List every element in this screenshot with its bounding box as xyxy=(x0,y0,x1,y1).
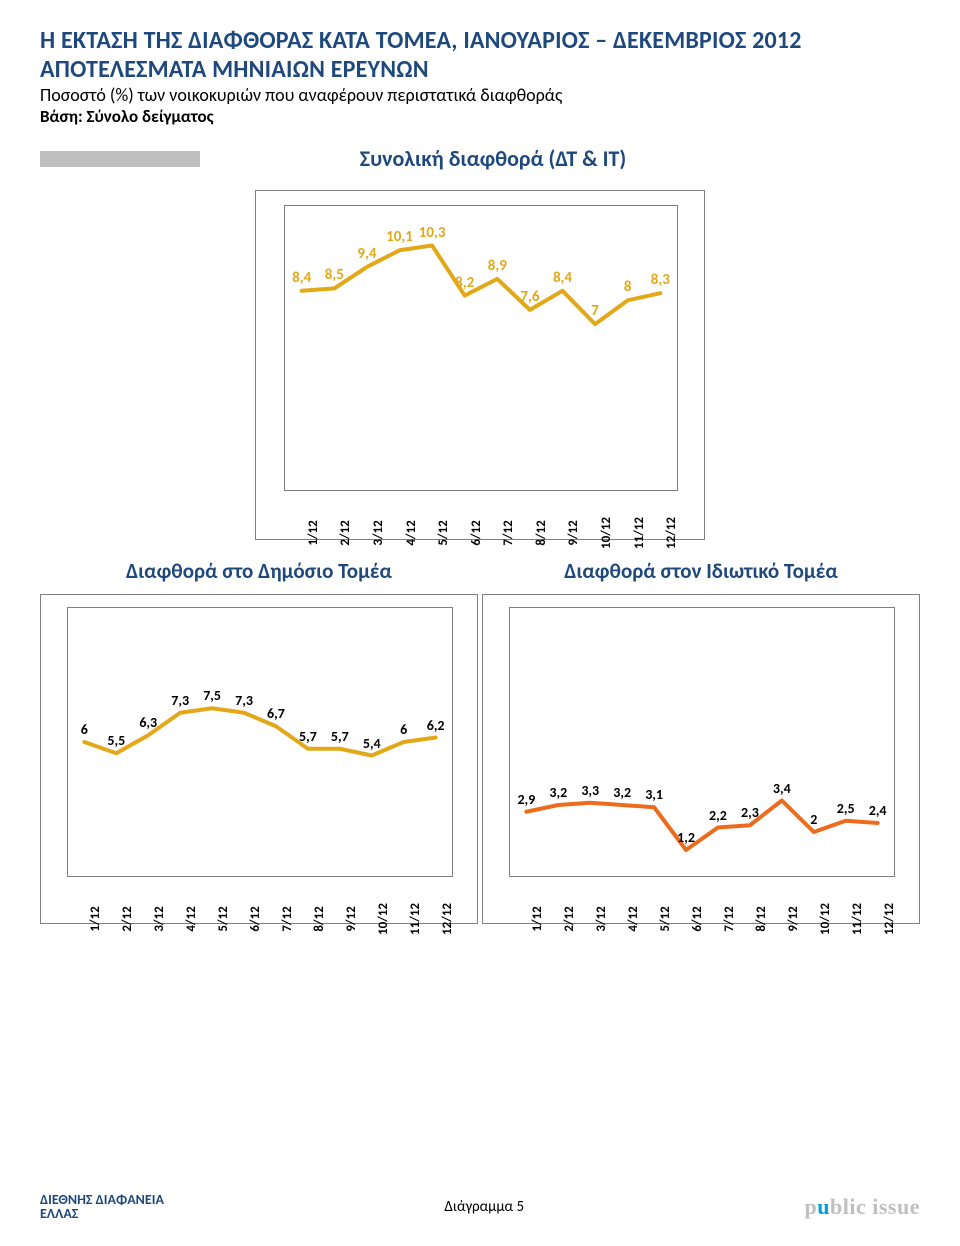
x-tick-label: 12/12 xyxy=(440,903,455,935)
data-label: 8,3 xyxy=(651,271,670,289)
figure-caption: Διάγραμμα 5 xyxy=(444,1198,524,1216)
x-tick-label: 9/12 xyxy=(566,520,581,545)
x-tick-label: 12/12 xyxy=(882,903,897,935)
footer: ΔΙΕΘΝΗΣ ΔΙΑΦΑΝΕΙΑ ΕΛΛΑΣ Διάγραμμα 5 publ… xyxy=(0,1193,960,1222)
data-label: 10,3 xyxy=(419,224,446,242)
x-tick-label: 4/12 xyxy=(184,906,199,931)
x-tick-label: 5/12 xyxy=(216,906,231,931)
data-label: 5,7 xyxy=(331,728,349,745)
x-tick-label: 11/12 xyxy=(408,903,423,935)
data-label: 3,3 xyxy=(581,782,599,799)
data-label: 5,7 xyxy=(299,728,317,745)
x-tick-label: 2/12 xyxy=(120,906,135,931)
data-label: 5,4 xyxy=(363,735,381,752)
x-tick-label: 8/12 xyxy=(312,906,327,931)
chart-right: 2,93,23,33,23,11,22,22,33,422,52,41/122/… xyxy=(482,594,920,924)
data-label: 1,2 xyxy=(677,829,695,846)
logo-transparency: ΔΙΕΘΝΗΣ ΔΙΑΦΑΝΕΙΑ ΕΛΛΑΣ xyxy=(40,1193,164,1222)
data-label: 8,5 xyxy=(325,266,344,284)
data-label: 7,3 xyxy=(235,692,253,709)
chart-top-title: Συνολική διαφθορά (ΔΤ & ΙΤ) xyxy=(226,145,760,172)
x-tick-label: 11/12 xyxy=(850,903,865,935)
decorative-bar xyxy=(40,151,200,167)
data-label: 8,9 xyxy=(488,257,507,275)
title-line-2: ΑΠΟΤΕΛΕΣΜΑΤΑ ΜΗΝΙΑΙΩΝ ΕΡΕΥΝΩΝ xyxy=(40,55,920,84)
data-label: 10,1 xyxy=(386,228,413,246)
x-tick-label: 7/12 xyxy=(501,520,516,545)
x-tick-label: 10/12 xyxy=(599,517,614,549)
title-line-4: Βάση: Σύνολο δείγματος xyxy=(40,106,920,127)
data-label: 8 xyxy=(624,278,632,296)
x-tick-label: 1/12 xyxy=(88,906,103,931)
data-label: 7 xyxy=(591,302,599,320)
data-label: 6,2 xyxy=(427,717,445,734)
x-tick-label: 3/12 xyxy=(594,906,609,931)
data-label: 5,5 xyxy=(107,732,125,749)
x-tick-label: 8/12 xyxy=(534,520,549,545)
x-tick-label: 3/12 xyxy=(152,906,167,931)
data-label: 2,4 xyxy=(869,802,887,819)
data-label: 6 xyxy=(400,721,407,738)
data-label: 8,2 xyxy=(455,274,474,292)
x-tick-label: 10/12 xyxy=(376,903,391,935)
title-line-1: Η ΕΚΤΑΣΗ ΤΗΣ ΔΙΑΦΘΟΡΑΣ ΚΑΤΑ ΤΟΜΕΑ, ΙΑΝΟΥ… xyxy=(40,26,920,55)
chart-top: 8,48,59,410,110,38,28,97,68,4788,31/122/… xyxy=(255,190,705,540)
data-label: 2,5 xyxy=(837,800,855,817)
data-label: 3,2 xyxy=(549,784,567,801)
data-label: 2,2 xyxy=(709,807,727,824)
data-label: 8,4 xyxy=(553,269,572,287)
data-label: 7,6 xyxy=(520,288,539,306)
x-tick-label: 6/12 xyxy=(690,906,705,931)
chart-left-title: Διαφθορά στο Δημόσιο Τομέα xyxy=(40,558,478,584)
x-tick-label: 5/12 xyxy=(658,906,673,931)
logo-public-issue: public issue xyxy=(805,1194,920,1220)
page: Η ΕΚΤΑΣΗ ΤΗΣ ΔΙΑΦΘΟΡΑΣ ΚΑΤΑ ΤΟΜΕΑ, ΙΑΝΟΥ… xyxy=(0,0,960,1246)
x-tick-label: 5/12 xyxy=(436,520,451,545)
x-tick-label: 6/12 xyxy=(469,520,484,545)
data-label: 3,2 xyxy=(613,784,631,801)
data-label: 7,3 xyxy=(171,692,189,709)
data-label: 2 xyxy=(810,811,817,828)
data-label: 6,7 xyxy=(267,705,285,722)
x-tick-label: 6/12 xyxy=(248,906,263,931)
x-tick-label: 11/12 xyxy=(632,517,647,549)
title-line-3: Ποσοστό (%) των νοικοκυριών που αναφέρου… xyxy=(40,84,920,106)
data-label: 6,3 xyxy=(139,714,157,731)
x-tick-label: 9/12 xyxy=(344,906,359,931)
x-tick-label: 10/12 xyxy=(818,903,833,935)
x-tick-label: 12/12 xyxy=(664,517,679,549)
data-label: 9,4 xyxy=(357,245,376,263)
data-label: 3,1 xyxy=(645,786,663,803)
data-label: 2,3 xyxy=(741,804,759,821)
x-tick-label: 2/12 xyxy=(338,520,353,545)
x-tick-label: 4/12 xyxy=(626,906,641,931)
chart-right-title: Διαφθορά στον Ιδιωτικό Τομέα xyxy=(482,558,920,584)
x-tick-label: 9/12 xyxy=(786,906,801,931)
x-tick-label: 7/12 xyxy=(722,906,737,931)
chart-left: 65,56,37,37,57,36,75,75,75,466,21/122/12… xyxy=(40,594,478,924)
data-label: 6 xyxy=(81,721,88,738)
x-tick-label: 4/12 xyxy=(404,520,419,545)
data-label: 3,4 xyxy=(773,780,791,797)
data-label: 7,5 xyxy=(203,687,221,704)
x-tick-label: 1/12 xyxy=(306,520,321,545)
data-label: 2,9 xyxy=(517,791,535,808)
data-label: 8,4 xyxy=(292,269,311,287)
x-tick-label: 1/12 xyxy=(530,906,545,931)
x-tick-label: 2/12 xyxy=(562,906,577,931)
x-tick-label: 7/12 xyxy=(280,906,295,931)
x-tick-label: 8/12 xyxy=(754,906,769,931)
x-tick-label: 3/12 xyxy=(371,520,386,545)
